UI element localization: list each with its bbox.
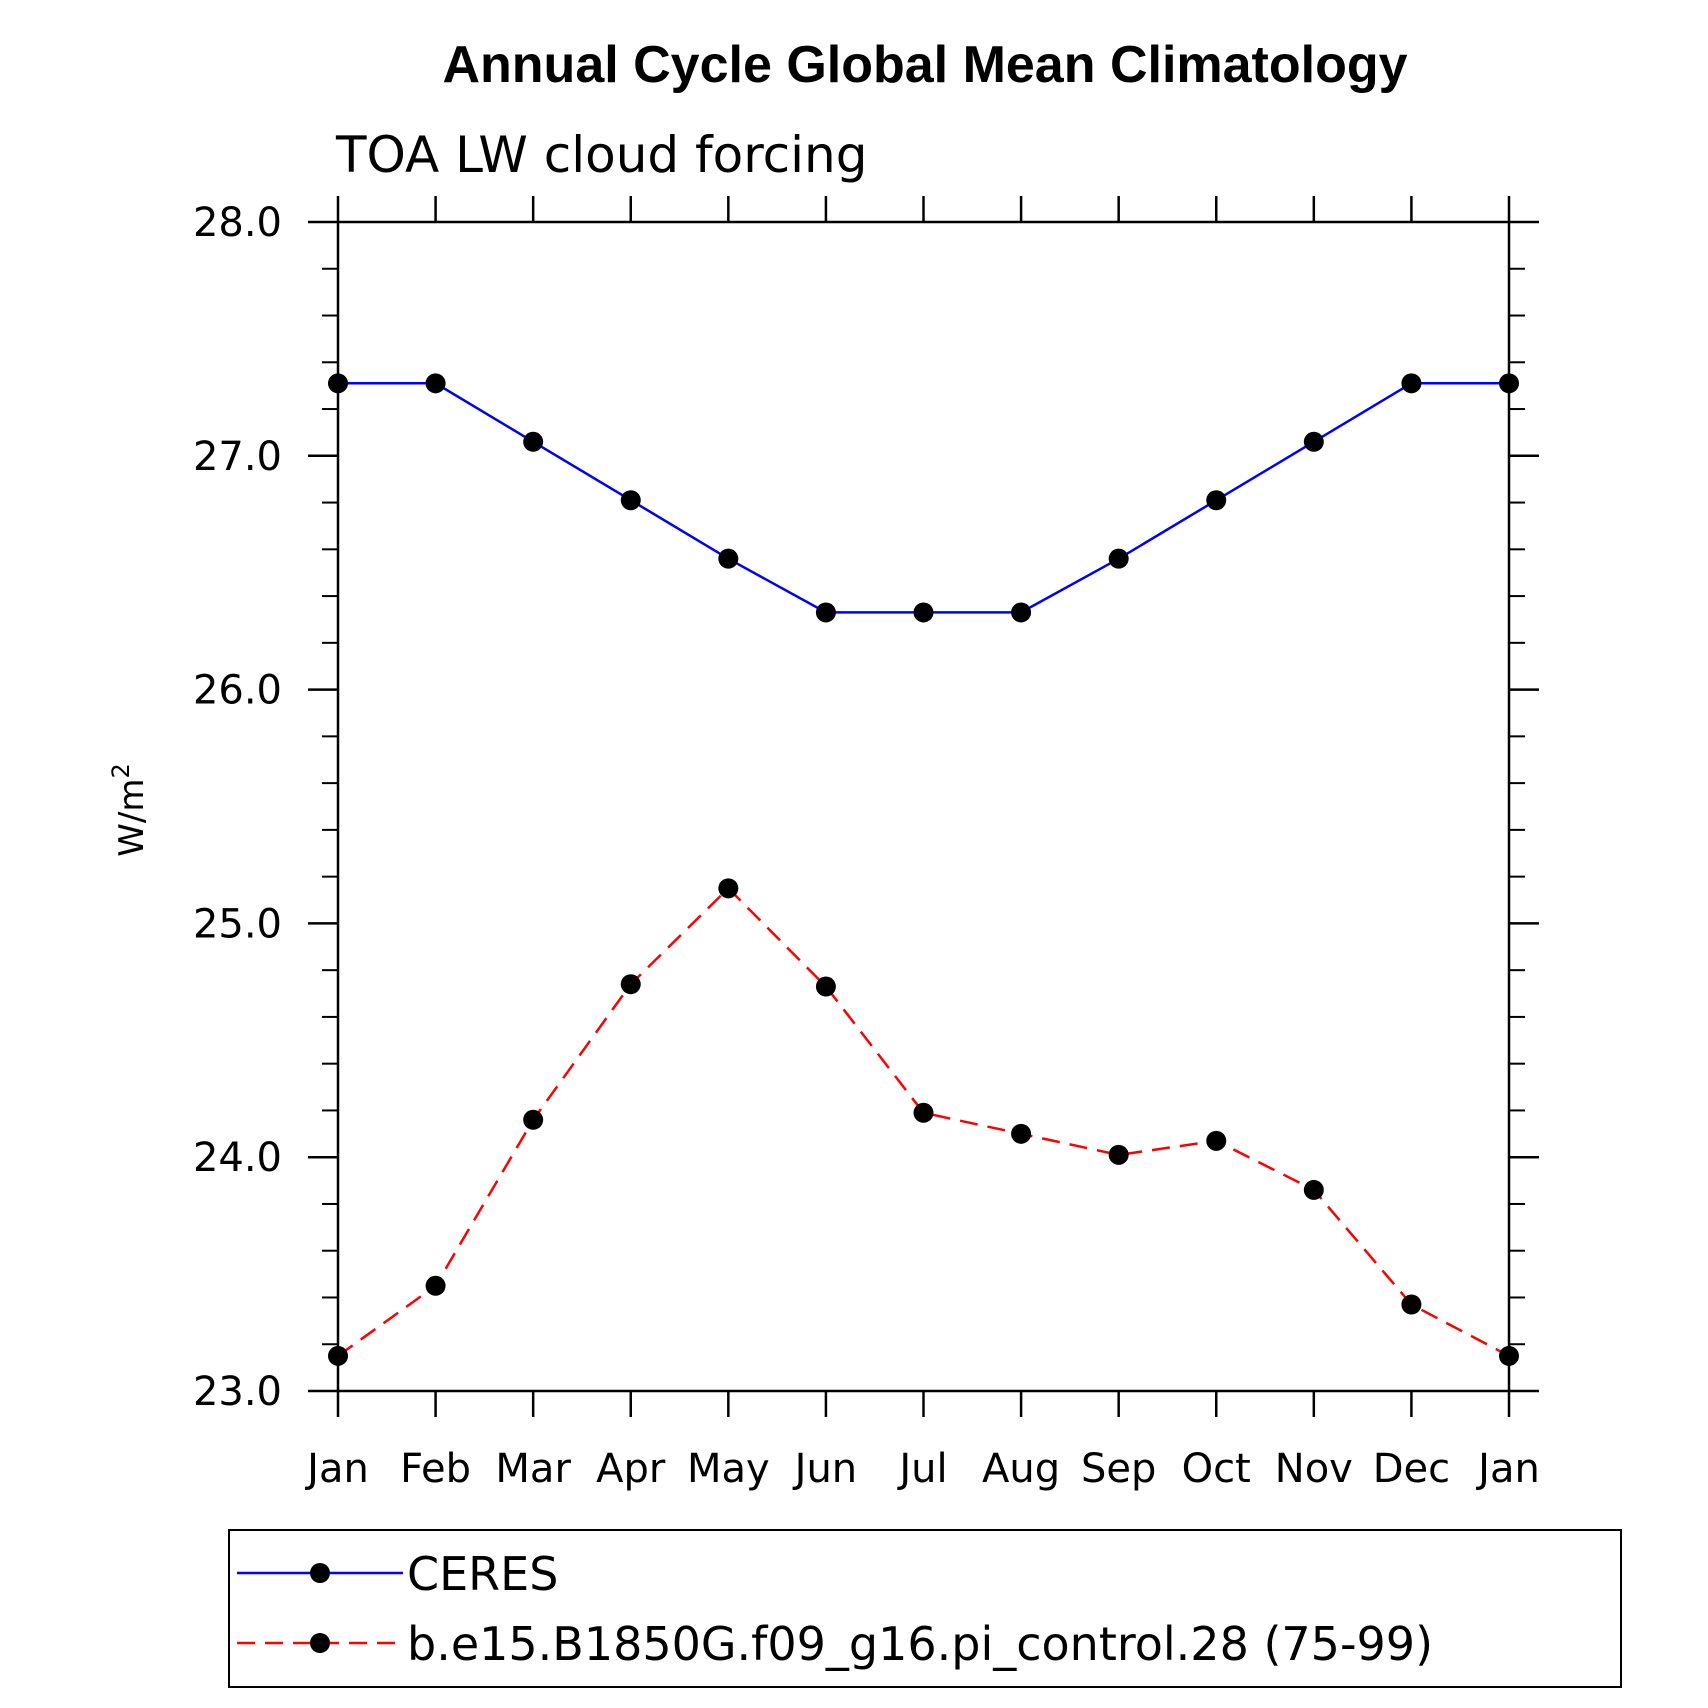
series-1-point [815, 976, 836, 997]
y-tick-label: 23.0 [193, 1369, 282, 1415]
series-1-point [1011, 1123, 1032, 1144]
legend-item-ceres: CERES [237, 1547, 558, 1601]
plot-series [328, 373, 1519, 1366]
series-1-point [1206, 1130, 1227, 1151]
series-1-point [1401, 1294, 1422, 1315]
y-tick-label: 25.0 [193, 901, 282, 947]
series-1-point [1303, 1179, 1324, 1200]
legend-box [228, 1529, 1622, 1688]
legend-marker-ceres [310, 1563, 330, 1583]
axis-tick-labels: Jan Feb Mar Apr May Jun Jul Aug Sep Oct Nov Dec Jan 2… [193, 200, 1540, 1492]
y-tick-label: 26.0 [193, 668, 282, 714]
x-tick-label: Apr [596, 1446, 666, 1492]
plot-frame [336, 220, 1511, 1393]
x-tick-label: Dec [1373, 1446, 1450, 1492]
series-0-point [1011, 602, 1032, 623]
series-1-point [913, 1102, 934, 1123]
x-tick-label: May [687, 1446, 770, 1492]
series-0-point [1206, 490, 1227, 511]
series-0-point [523, 431, 544, 452]
y-axis-unit: W/m [112, 779, 152, 857]
x-tick-label: Mar [495, 1446, 571, 1492]
series-line-0 [338, 382, 1509, 614]
series-0-point [620, 490, 641, 511]
x-tick-label: Aug [982, 1446, 1060, 1492]
series-0-point [1303, 431, 1324, 452]
axis-ticks [308, 196, 1539, 1417]
series-0-point [1108, 548, 1129, 569]
series-1-point [425, 1275, 446, 1296]
legend-marker-model [310, 1633, 330, 1653]
series-1-point [718, 878, 739, 899]
y-tick-label: 28.0 [193, 200, 282, 246]
x-tick-label: Oct [1182, 1446, 1251, 1492]
x-tick-label: Jul [896, 1446, 947, 1492]
y-axis-unit-exponent: 2 [107, 763, 135, 778]
y-axis-label: W/m2 [107, 763, 152, 856]
legend-item-model: b.e15.B1850G.f09_g16.pi_control.28 (75-9… [237, 1617, 1433, 1671]
y-tick-label: 24.0 [193, 1135, 282, 1181]
series-1-point [1108, 1144, 1129, 1165]
chart-subtitle: TOA LW cloud forcing [335, 126, 867, 184]
svg-text:W/m2: W/m2 [107, 763, 152, 856]
series-1-point [620, 974, 641, 995]
legend: CERES b.e15.B1850G.f09_g16.pi_control.28… [228, 1529, 1622, 1688]
chart-title: Annual Cycle Global Mean Climatology [442, 36, 1407, 94]
x-tick-label: Jun [792, 1446, 858, 1492]
x-tick-label: Feb [400, 1446, 471, 1492]
x-tick-label: Jan [304, 1446, 369, 1492]
legend-label-ceres: CERES [407, 1547, 558, 1601]
series-1-point [523, 1109, 544, 1130]
legend-label-model: b.e15.B1850G.f09_g16.pi_control.28 (75-9… [407, 1617, 1433, 1671]
series-0-point [718, 548, 739, 569]
x-tick-label: Sep [1081, 1446, 1156, 1492]
series-0-point [913, 602, 934, 623]
x-tick-label: Nov [1275, 1446, 1353, 1492]
series-0-point [425, 373, 446, 394]
series-0-point [1401, 373, 1422, 394]
series-0-point [815, 602, 836, 623]
y-tick-label: 27.0 [193, 434, 282, 480]
x-tick-label: Jan [1475, 1446, 1540, 1492]
